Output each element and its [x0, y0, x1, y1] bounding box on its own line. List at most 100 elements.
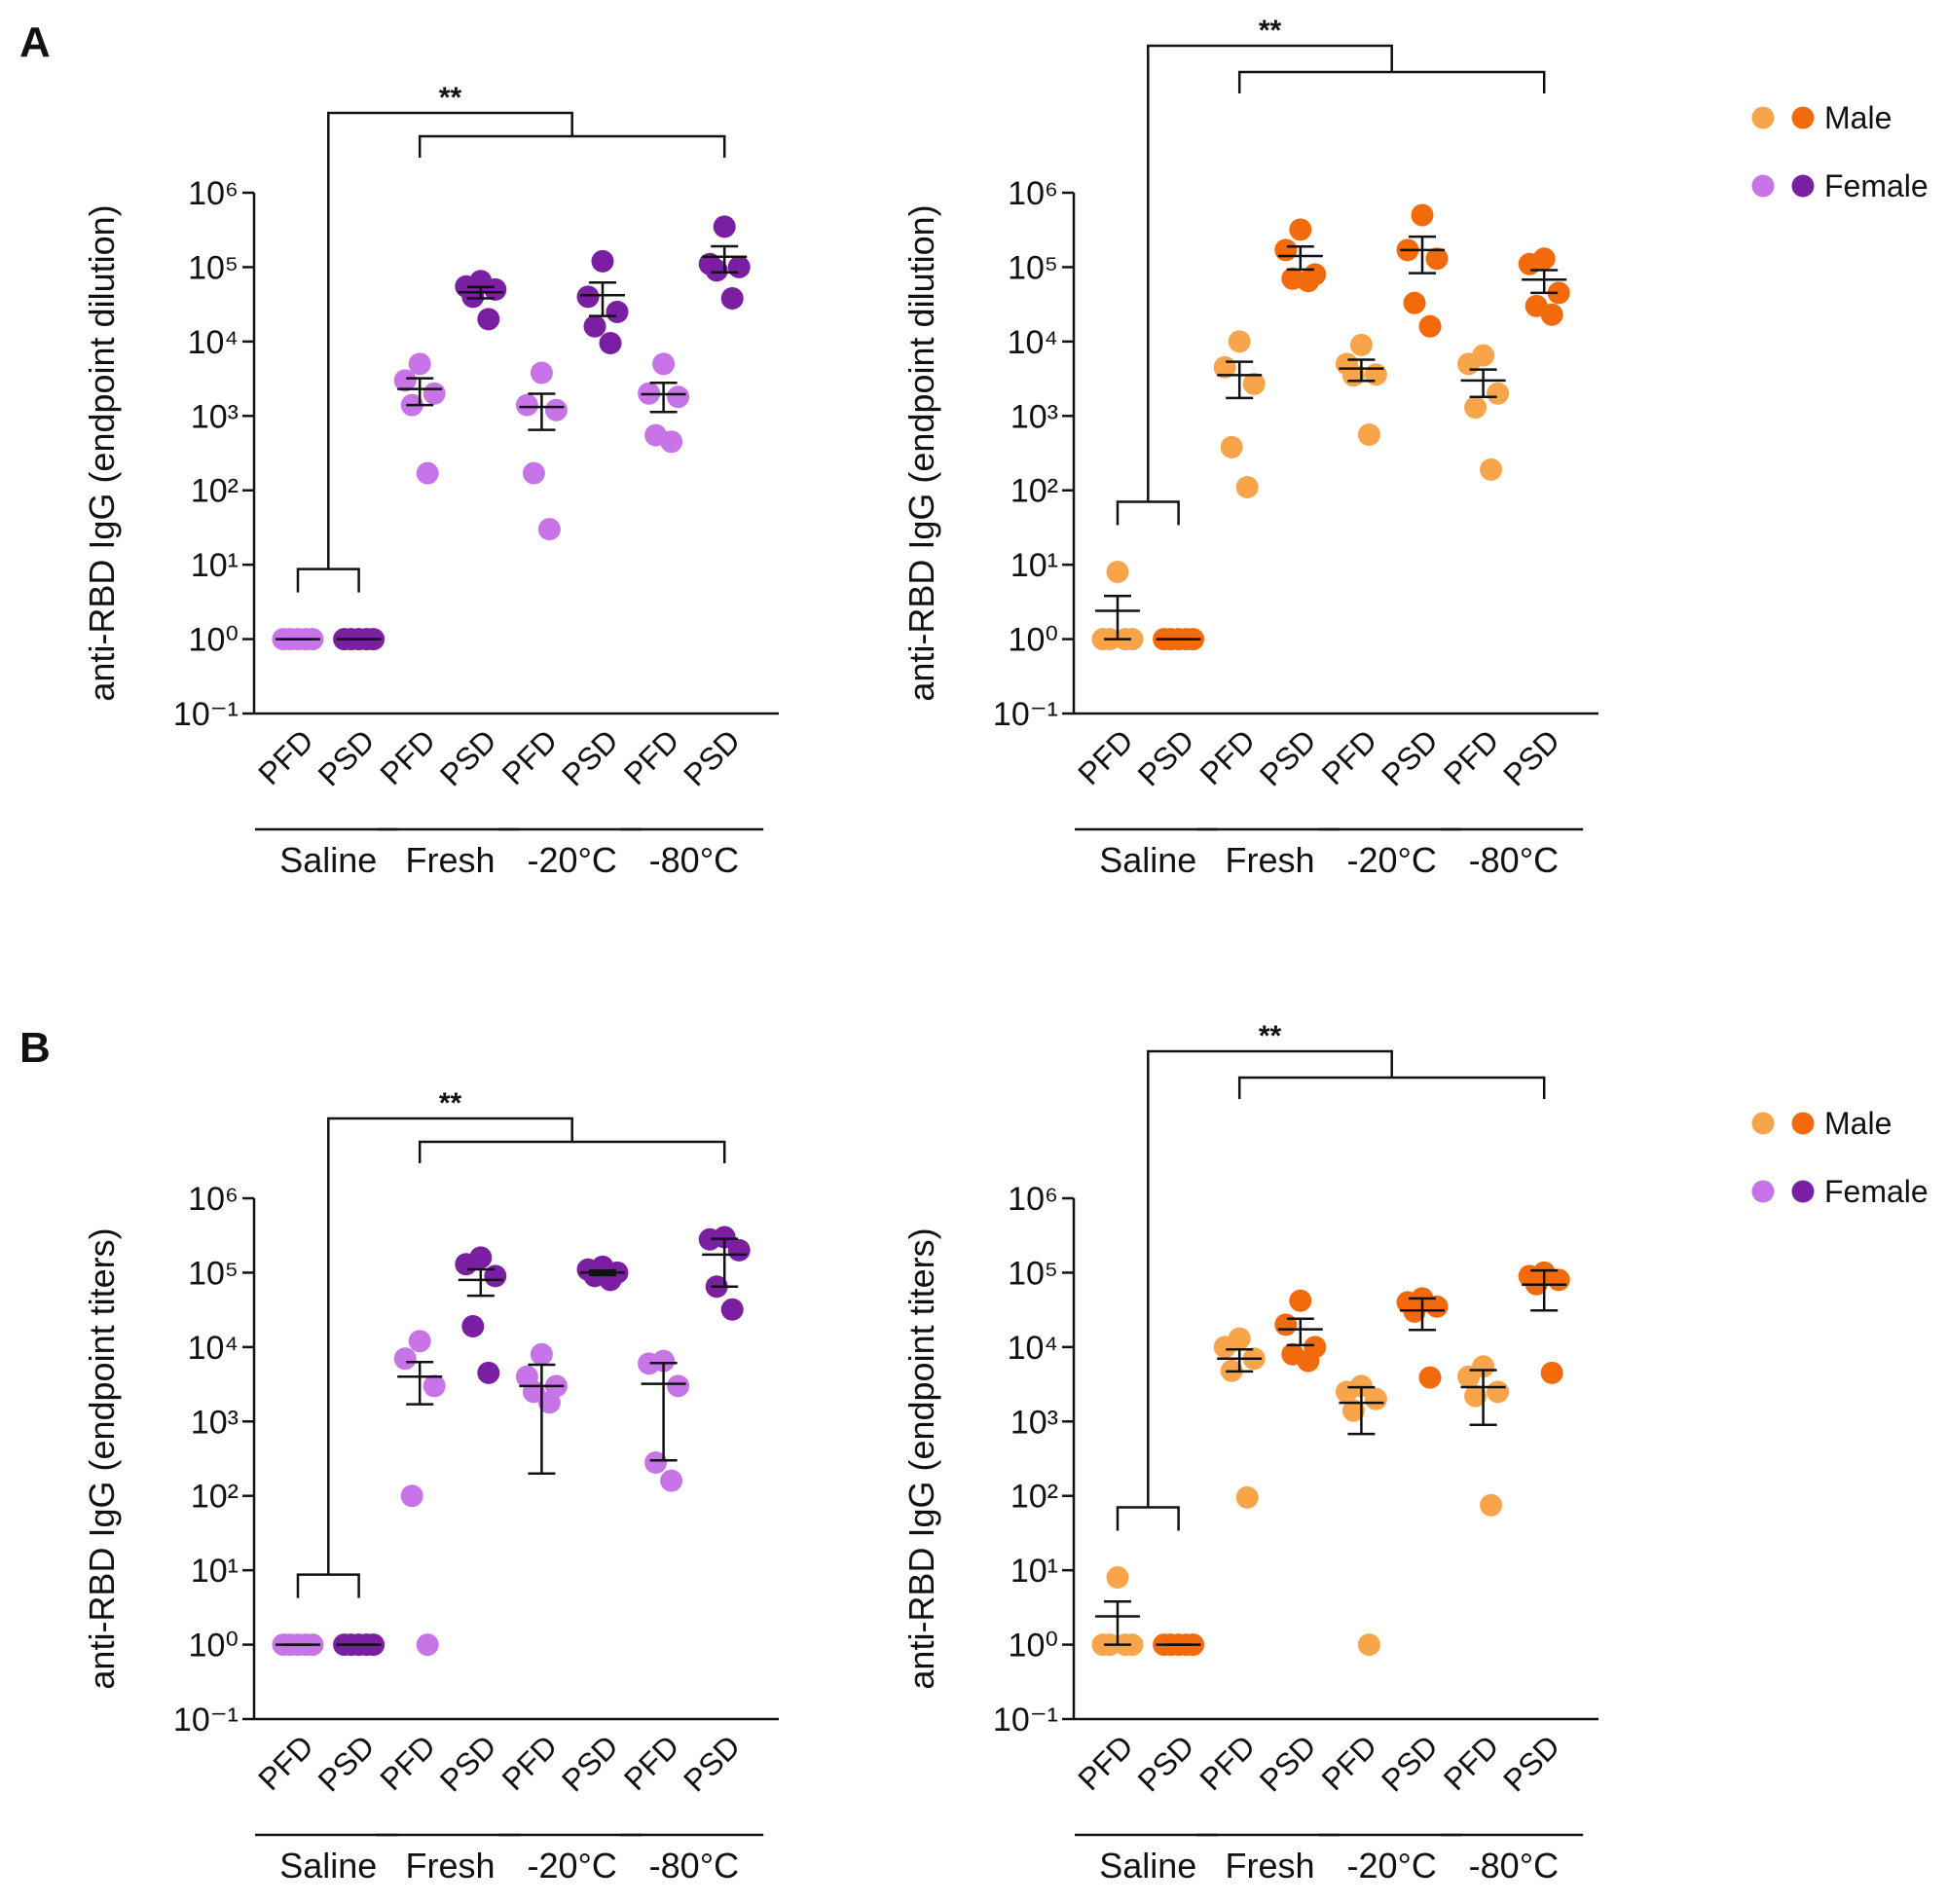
data-point: [522, 461, 545, 485]
data-point: [1464, 396, 1488, 420]
data-point: [1235, 476, 1259, 499]
data-point: [1357, 1633, 1380, 1657]
data-point: [1540, 1361, 1563, 1384]
group-label: Fresh: [1225, 1846, 1314, 1886]
data-point: [515, 393, 538, 417]
error-bar: [649, 1362, 678, 1462]
x-tick-label: PFD: [1193, 1728, 1262, 1797]
y-tick-label: 10⁶: [1008, 1181, 1058, 1218]
y-tick-label: 10⁵: [188, 1255, 239, 1292]
panel-label: A: [19, 18, 51, 66]
data-point: [537, 1391, 561, 1414]
x-tick-label: PFD: [1437, 722, 1506, 791]
legend-label: Female: [1824, 1174, 1929, 1209]
significance-label: **: [1259, 1020, 1282, 1052]
y-tick-label: 10⁴: [188, 1330, 239, 1367]
group-label: -80°C: [649, 1846, 739, 1886]
x-tick-label: PFD: [1193, 722, 1262, 791]
legend-swatch: [1791, 106, 1815, 129]
data-point: [1518, 252, 1541, 275]
error-bar: [1347, 1385, 1376, 1436]
data-point: [1547, 1268, 1570, 1292]
y-tick-label: 10⁵: [1008, 1255, 1058, 1292]
group-label: Saline: [279, 840, 377, 880]
group-label: Saline: [1099, 1846, 1196, 1886]
data-point: [1242, 372, 1266, 395]
x-tick-label: PFD: [1315, 1728, 1384, 1797]
y-axis-label: anti-RBD IgG (endpoint titers): [901, 1227, 941, 1689]
data-point: [1487, 382, 1510, 405]
x-tick-label: PSD: [555, 1728, 625, 1798]
x-tick-label: PSD: [1253, 1728, 1323, 1798]
data-point: [713, 215, 736, 238]
data-point: [1418, 314, 1442, 338]
data-point: [1425, 1295, 1449, 1318]
error-bar: [711, 1237, 739, 1288]
y-tick-label: 10⁴: [1008, 324, 1058, 361]
error-bar: [1286, 1317, 1314, 1347]
group-label: -20°C: [527, 840, 616, 880]
x-tick-label: PFD: [251, 722, 320, 791]
y-tick-label: 10⁴: [188, 324, 239, 361]
error-bar: [406, 1360, 434, 1406]
group-label: Fresh: [1225, 840, 1314, 880]
legend-swatch: [1791, 174, 1815, 198]
data-point: [1297, 270, 1320, 293]
data-point: [530, 1342, 553, 1366]
legend-swatch: [1751, 1112, 1775, 1135]
y-tick-label: 10²: [191, 1479, 239, 1516]
x-tick-label: PFD: [1315, 722, 1384, 791]
data-point: [652, 352, 676, 376]
x-tick-label: PSD: [1375, 722, 1445, 792]
data-point: [1289, 1289, 1312, 1312]
data-point: [705, 259, 728, 282]
data-point: [461, 1315, 485, 1338]
data-point: [1364, 1387, 1387, 1410]
data-point: [1457, 352, 1481, 376]
data-point: [720, 1298, 744, 1321]
y-tick-label: 10⁰: [189, 622, 239, 659]
significance-label: **: [439, 82, 462, 114]
data-point: [544, 398, 568, 421]
data-point: [727, 1238, 751, 1262]
x-tick-label: PSD: [1253, 722, 1323, 792]
y-tick-label: 10¹: [1010, 1553, 1058, 1590]
data-point: [416, 1633, 439, 1657]
x-tick-label: PSD: [1496, 722, 1566, 792]
y-tick-label: 10³: [1010, 398, 1058, 435]
data-point: [1403, 291, 1426, 314]
y-tick-label: 10²: [1010, 1479, 1058, 1516]
error-bar: [711, 244, 739, 275]
data-point: [1364, 363, 1387, 386]
error-bar: [1409, 235, 1436, 275]
legend-swatch: [1751, 1180, 1775, 1203]
error-bar: [466, 1267, 495, 1298]
data-point: [1289, 218, 1312, 241]
x-tick-label: PSD: [1131, 1728, 1201, 1798]
data-point: [1297, 1349, 1320, 1373]
data-point: [638, 1352, 661, 1375]
x-tick-label: PSD: [1131, 722, 1201, 792]
x-tick-label: PFD: [373, 1728, 442, 1797]
data-point: [537, 518, 561, 541]
data-point: [1357, 423, 1380, 447]
legend-swatch: [1791, 1180, 1815, 1203]
legend-swatch: [1751, 174, 1775, 198]
significance-bracket: [1116, 1049, 1546, 1531]
significance-bracket: [296, 1117, 726, 1598]
y-tick-label: 10³: [191, 1404, 239, 1441]
x-tick-label: PFD: [617, 1728, 686, 1797]
x-tick-label: PSD: [555, 722, 625, 792]
y-tick-label: 10¹: [191, 547, 239, 584]
y-tick-label: 10⁰: [1009, 1628, 1058, 1665]
data-point: [667, 385, 690, 409]
data-point: [408, 1330, 431, 1353]
error-bar: [1104, 1600, 1131, 1646]
data-point: [720, 287, 744, 311]
error-bar: [589, 281, 616, 317]
error-bar: [1530, 269, 1559, 295]
x-tick-label: PSD: [1496, 1728, 1566, 1798]
data-point: [1411, 203, 1434, 227]
data-point: [1213, 1336, 1236, 1359]
data-point: [400, 1484, 423, 1508]
